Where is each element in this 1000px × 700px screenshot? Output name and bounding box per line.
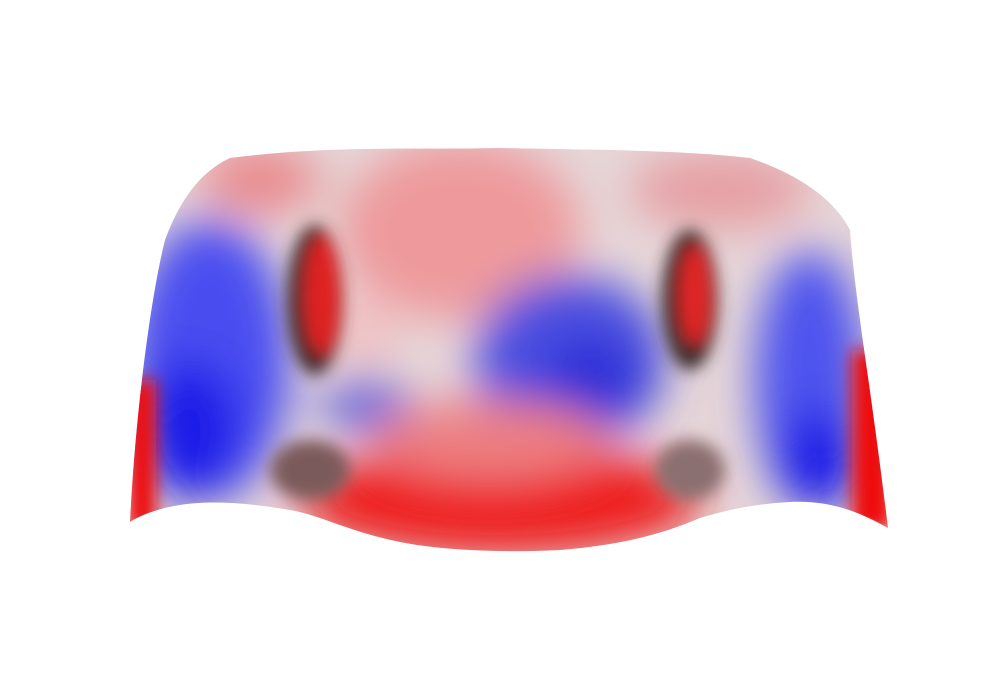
colored-surface: [130, 148, 888, 552]
